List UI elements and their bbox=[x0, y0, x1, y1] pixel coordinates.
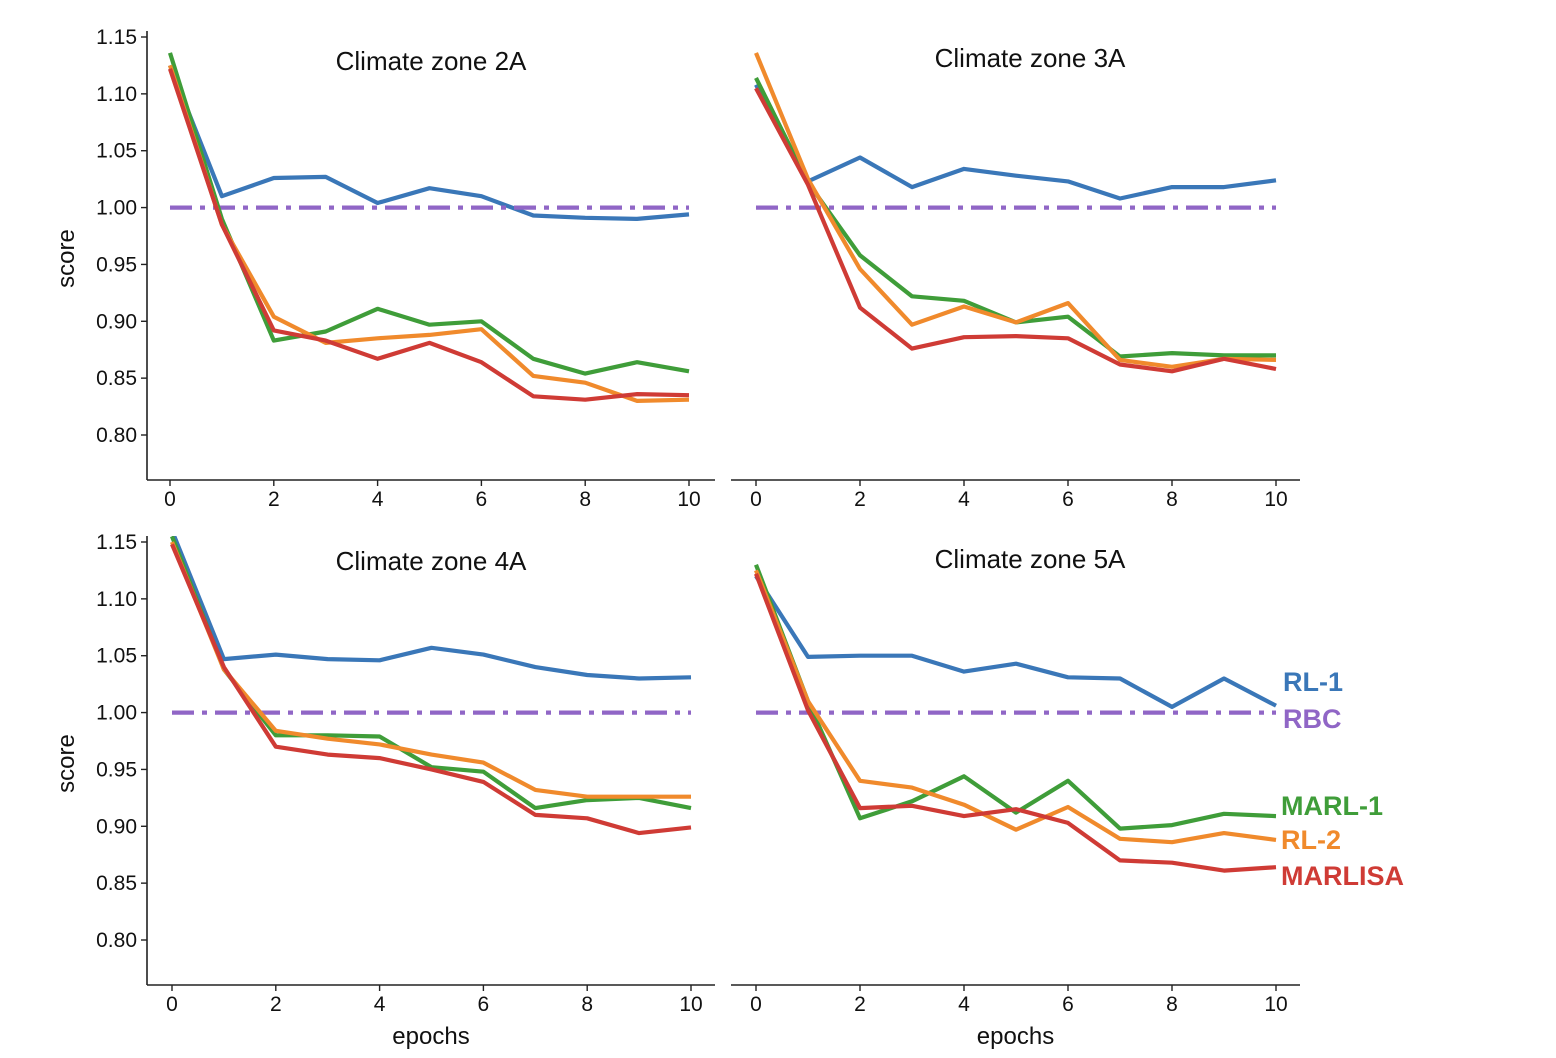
x-tick-label: 0 bbox=[750, 993, 762, 1016]
series-group bbox=[167, 52, 690, 403]
y-tick-label: 1.15 bbox=[96, 26, 137, 49]
legend-label-marl1: MARL-1 bbox=[1281, 791, 1383, 821]
series-line-rl1 bbox=[754, 574, 1277, 710]
panel-1: 0 2 4 6 8 10 0.80 0.85 0.90 0.95 1.00 1.05 1.10 1.15 s… bbox=[53, 26, 715, 511]
panel-title: Climate zone 4A bbox=[336, 546, 527, 576]
series-line-rl1 bbox=[754, 83, 1277, 201]
y-tick-label: 0.90 bbox=[96, 310, 137, 333]
panel-3: 0 2 4 6 8 10 0.80 0.85 0.90 0.95 1.00 1.05 1.10 1.15 s… bbox=[53, 531, 715, 1050]
legend-label-rl2: RL-2 bbox=[1281, 825, 1341, 855]
x-tick-label: 4 bbox=[372, 488, 384, 511]
legend-label-marlisa: MARLISA bbox=[1281, 861, 1404, 891]
x-tick-label: 2 bbox=[854, 993, 866, 1016]
x-axis-label: epochs bbox=[977, 1023, 1054, 1050]
y-axis-label: score bbox=[53, 734, 80, 793]
y-tick-label: 1.00 bbox=[96, 197, 137, 220]
series-line-marl1 bbox=[754, 76, 1276, 359]
x-tick-label: 4 bbox=[958, 993, 970, 1016]
x-axis-label: epochs bbox=[392, 1023, 469, 1050]
x-tick-label: 10 bbox=[1264, 488, 1287, 511]
x-tick-label: 8 bbox=[581, 993, 593, 1016]
y-tick-label: 1.10 bbox=[96, 588, 137, 611]
series-line-marl1 bbox=[754, 563, 1277, 831]
panel-title: Climate zone 2A bbox=[336, 46, 527, 76]
x-tick-label: 8 bbox=[1166, 488, 1178, 511]
x-tick-label: 6 bbox=[478, 993, 490, 1016]
legend: RL-1 RBC MARL-1 RL-2 MARLISA bbox=[1281, 667, 1404, 891]
series-line-rl2 bbox=[168, 64, 690, 403]
series-line-rl2 bbox=[754, 52, 1277, 369]
x-tick-label: 10 bbox=[1264, 993, 1287, 1016]
x-tick-label: 6 bbox=[1062, 488, 1074, 511]
legend-label-rbc: RBC bbox=[1283, 704, 1342, 734]
series-line-rl1 bbox=[168, 64, 690, 221]
y-tick-label: 1.05 bbox=[96, 140, 137, 163]
series-group bbox=[754, 563, 1277, 873]
x-tick-label: 10 bbox=[677, 488, 700, 511]
x-tick-label: 8 bbox=[579, 488, 591, 511]
y-tick-label: 1.00 bbox=[96, 702, 137, 725]
series-line-marlisa bbox=[754, 87, 1277, 374]
y-tick-label: 1.10 bbox=[96, 83, 137, 106]
y-tick-label: 1.15 bbox=[96, 531, 137, 554]
series-line-marlisa bbox=[170, 543, 692, 836]
x-tick-label: 8 bbox=[1166, 993, 1178, 1016]
x-tick-label: 0 bbox=[750, 488, 762, 511]
y-tick-label: 0.85 bbox=[96, 872, 137, 895]
series-line-rl2 bbox=[170, 541, 691, 799]
x-tick-label: 4 bbox=[374, 993, 386, 1016]
panel-title: Climate zone 3A bbox=[935, 43, 1126, 73]
y-tick-label: 0.95 bbox=[96, 253, 137, 276]
x-tick-label: 0 bbox=[164, 488, 176, 511]
y-tick-label: 0.90 bbox=[96, 815, 137, 838]
x-tick-label: 6 bbox=[476, 488, 488, 511]
panel-title: Climate zone 5A bbox=[935, 544, 1126, 574]
series-line-rl2 bbox=[754, 569, 1277, 845]
x-tick-label: 4 bbox=[958, 488, 970, 511]
series-line-marlisa bbox=[754, 573, 1277, 873]
y-tick-label: 0.80 bbox=[96, 929, 137, 952]
panel-2: 0 2 4 6 8 10 Climate zone 3A bbox=[731, 43, 1300, 511]
y-tick-label: 0.85 bbox=[96, 367, 137, 390]
x-tick-label: 2 bbox=[270, 993, 282, 1016]
panel-4: 0 2 4 6 8 10 epochs Climate zone 5A bbox=[731, 544, 1300, 1050]
x-tick-label: 0 bbox=[166, 993, 178, 1016]
series-group bbox=[170, 536, 692, 836]
y-axis-label: score bbox=[53, 229, 80, 288]
series-line-marl1 bbox=[167, 52, 690, 376]
x-tick-label: 2 bbox=[854, 488, 866, 511]
series-group bbox=[754, 52, 1277, 374]
y-tick-label: 1.05 bbox=[96, 645, 137, 668]
x-tick-label: 6 bbox=[1062, 993, 1074, 1016]
x-tick-label: 10 bbox=[679, 993, 702, 1016]
series-line-marlisa bbox=[168, 68, 690, 402]
y-tick-label: 0.95 bbox=[96, 758, 137, 781]
legend-label-rl1: RL-1 bbox=[1283, 667, 1343, 697]
x-tick-label: 2 bbox=[268, 488, 280, 511]
y-tick-label: 0.80 bbox=[96, 424, 137, 447]
